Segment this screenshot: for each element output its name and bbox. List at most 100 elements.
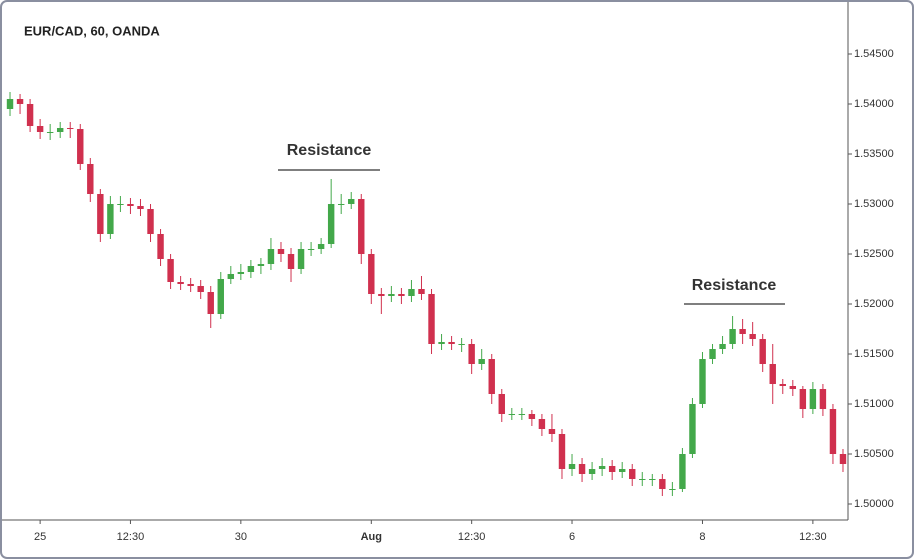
candle-body xyxy=(759,339,766,364)
candle-body xyxy=(729,329,736,344)
candle-body xyxy=(398,294,405,296)
candle-body xyxy=(588,469,596,474)
candle-body xyxy=(719,344,726,349)
candle-body xyxy=(699,359,706,404)
annotation: Resistance xyxy=(287,142,372,159)
y-tick-label: 1.52500 xyxy=(854,248,894,260)
candle-body xyxy=(207,292,214,314)
y-tick-label: 1.54000 xyxy=(854,98,894,110)
candle-body xyxy=(839,454,847,464)
candle-body xyxy=(257,264,265,266)
y-tick-label: 1.52000 xyxy=(854,298,894,310)
candle-body xyxy=(327,204,335,244)
candle-body xyxy=(177,282,184,284)
candle-body xyxy=(779,384,786,386)
candle-body xyxy=(117,204,124,205)
candle-body xyxy=(408,289,415,296)
candle-body xyxy=(568,464,576,469)
x-tick-label: 8 xyxy=(699,531,705,543)
candle-body xyxy=(608,466,616,472)
candle-body xyxy=(488,359,495,394)
candle-body xyxy=(16,99,24,104)
candle-body xyxy=(287,254,295,269)
candle-body xyxy=(548,429,556,434)
candle-body xyxy=(46,132,54,133)
x-tick-label: 12:30 xyxy=(117,531,145,543)
y-tick-label: 1.51500 xyxy=(854,348,894,360)
candle-body xyxy=(187,284,194,286)
candle-body xyxy=(438,342,445,344)
x-tick-label: 6 xyxy=(569,531,575,543)
candle-body xyxy=(789,386,797,389)
candle-body xyxy=(378,294,385,296)
x-tick-label: Aug xyxy=(361,531,382,543)
y-tick-label: 1.53000 xyxy=(854,198,894,210)
candle-body xyxy=(237,272,245,274)
candle-body xyxy=(317,244,325,249)
candle-body xyxy=(337,204,345,205)
candle-body xyxy=(448,342,455,344)
candle-body xyxy=(167,259,174,282)
candle-body xyxy=(428,294,435,344)
candle-body xyxy=(77,129,84,164)
candle-body xyxy=(618,469,626,472)
candle-body xyxy=(348,199,355,204)
candle-body xyxy=(197,286,204,292)
y-tick-label: 1.53500 xyxy=(854,148,894,160)
candle-body xyxy=(26,104,34,126)
candle-body xyxy=(649,479,656,480)
candle-body xyxy=(749,334,756,339)
chart-title: EUR/CAD, 60, OANDA xyxy=(24,23,160,38)
candle-body xyxy=(217,279,224,314)
candle-body xyxy=(277,249,285,254)
candle-body xyxy=(508,414,516,415)
candle-body xyxy=(799,389,807,409)
x-tick-label: 25 xyxy=(34,531,46,543)
candle-body xyxy=(639,479,646,480)
candle-body xyxy=(769,364,776,384)
x-tick-label: 12:30 xyxy=(458,531,486,543)
candle-body xyxy=(538,419,546,429)
y-tick-label: 1.50000 xyxy=(854,498,894,510)
y-tick-label: 1.51000 xyxy=(854,398,894,410)
candle-body xyxy=(247,266,255,272)
candle-body xyxy=(307,249,315,250)
x-tick-label: 12:30 xyxy=(799,531,827,543)
y-tick-label: 1.50500 xyxy=(854,448,894,460)
candle-body xyxy=(157,234,164,259)
candle-body xyxy=(418,289,425,294)
candle-body xyxy=(819,389,827,409)
candle-body xyxy=(739,329,746,334)
candle-body xyxy=(67,128,74,129)
x-tick-label: 30 xyxy=(235,531,247,543)
candle-body xyxy=(87,164,94,194)
candle-body xyxy=(528,414,536,419)
candle-body xyxy=(97,194,104,234)
candle-body xyxy=(137,206,144,209)
candle-body xyxy=(458,344,465,345)
candle-body xyxy=(297,249,305,269)
candle-body xyxy=(227,274,235,279)
candle-body xyxy=(669,489,676,490)
candle-body xyxy=(498,394,505,414)
candle-body xyxy=(127,204,134,206)
candle-body xyxy=(578,464,586,474)
candle-body xyxy=(147,209,154,234)
candle-body xyxy=(689,404,696,454)
candle-body xyxy=(558,434,566,469)
candle-body xyxy=(267,249,275,264)
candle-body xyxy=(709,349,716,359)
candle-body xyxy=(388,294,395,296)
candle-body xyxy=(809,389,817,409)
candle-body xyxy=(679,454,686,489)
candle-body xyxy=(36,126,44,132)
candle-body xyxy=(629,469,636,479)
candle-body xyxy=(56,128,64,132)
candle-body xyxy=(518,414,526,415)
candle-body xyxy=(659,479,666,489)
candle-body xyxy=(829,409,837,454)
annotation: Resistance xyxy=(692,277,777,294)
candle-body xyxy=(368,254,375,294)
